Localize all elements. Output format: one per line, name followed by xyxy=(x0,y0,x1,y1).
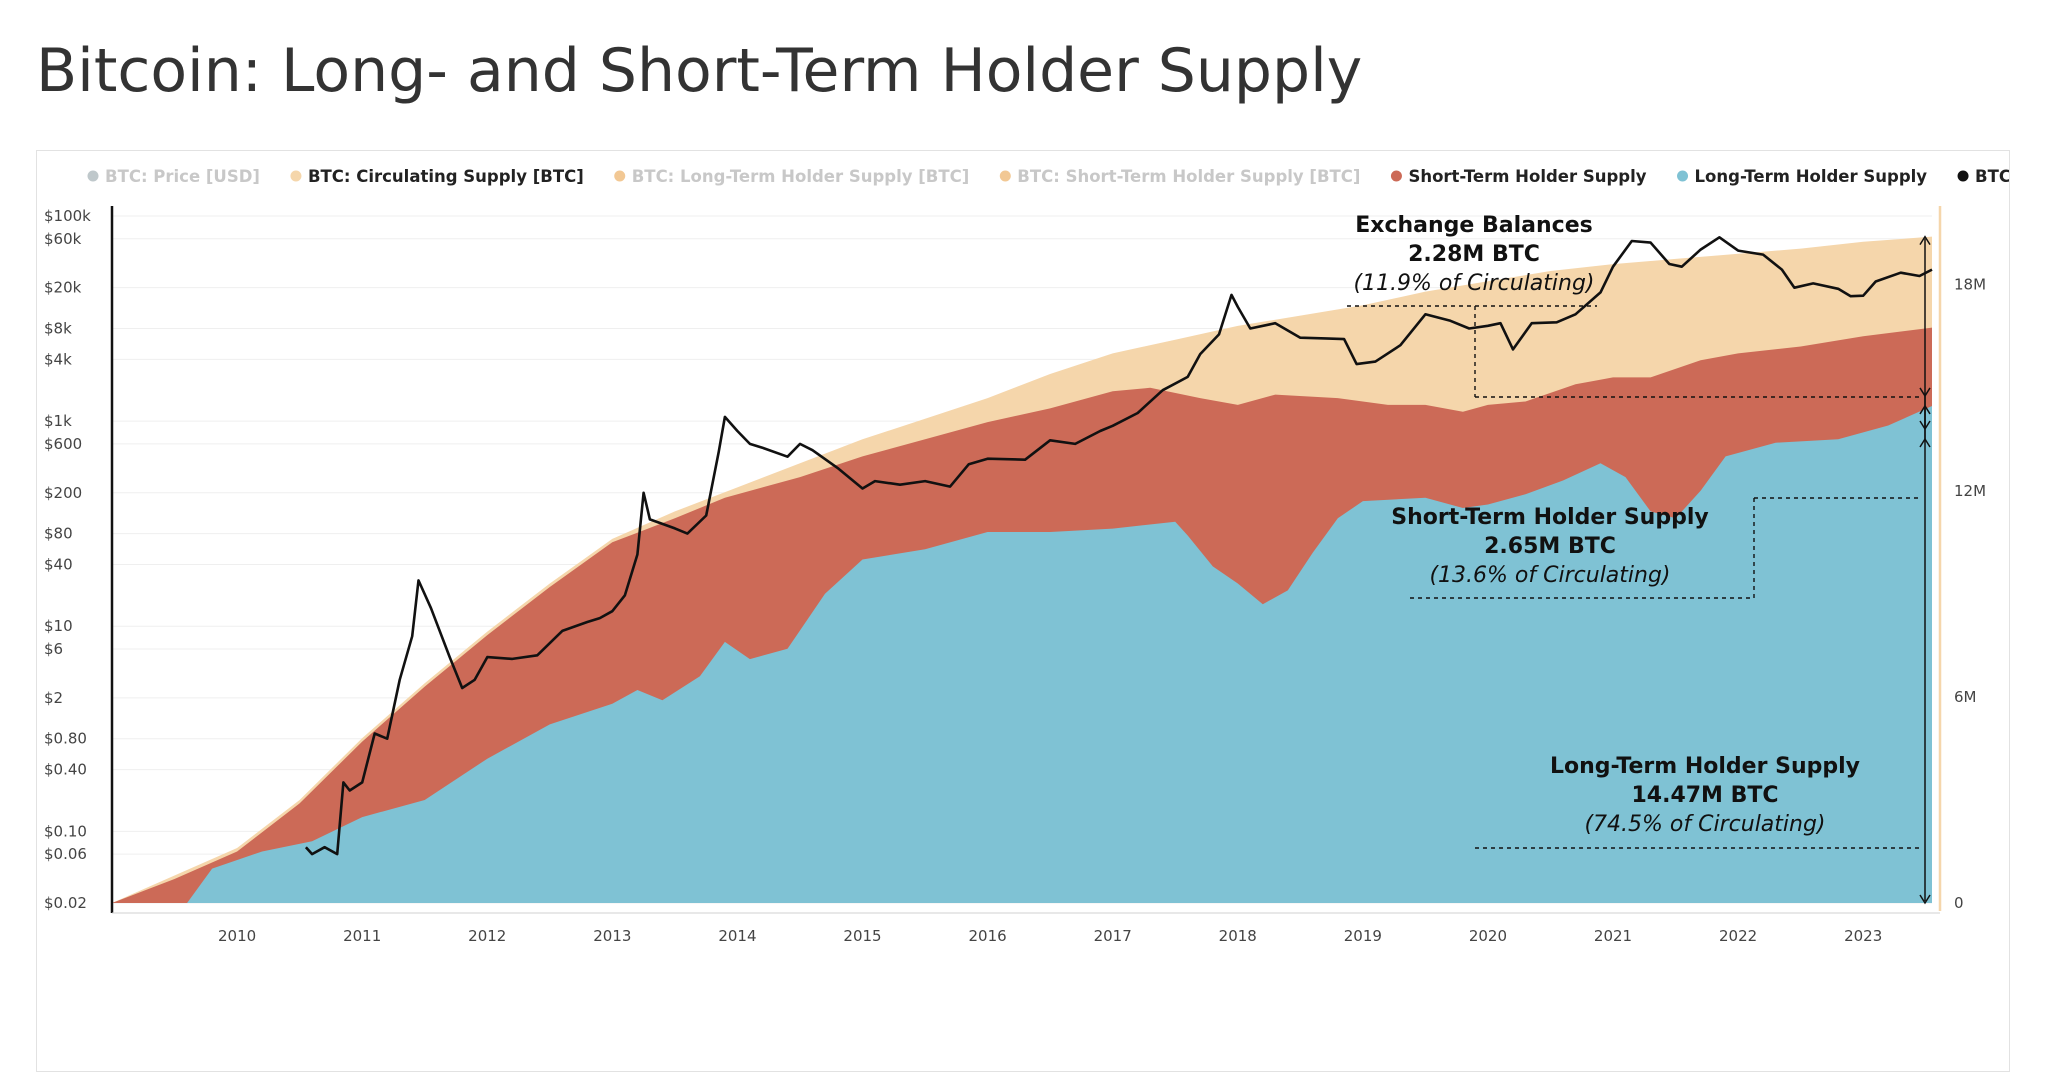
legend-label: BTC: Price [USD] xyxy=(1975,167,2009,186)
legend-label: BTC: Price [USD] xyxy=(105,167,260,186)
x-tick-label: 2013 xyxy=(593,927,631,945)
legend-marker xyxy=(87,170,99,182)
y-tick-label: $1k xyxy=(44,412,72,430)
y-tick-label: $60k xyxy=(44,230,82,248)
legend-item[interactable]: Long-Term Holder Supply xyxy=(1677,167,1927,186)
x-tick-label: 2018 xyxy=(1219,927,1257,945)
x-tick-label: 2016 xyxy=(969,927,1007,945)
sth-annotation-title: Short-Term Holder Supply xyxy=(1391,505,1708,530)
y2-tick-label: 12M xyxy=(1954,482,1986,500)
chart-panel: BTC: Price [USD] BTC: Circulating Supply … xyxy=(36,150,2010,1072)
exchange-annotation-value: 2.28M BTC xyxy=(1408,242,1540,267)
lth-annotation-title: Long-Term Holder Supply xyxy=(1550,754,1860,779)
legend: BTC: Price [USD] BTC: Circulating Supply … xyxy=(87,167,2009,186)
legend-item[interactable]: BTC: Short-Term Holder Supply [BTC] xyxy=(999,167,1361,186)
y-tick-label: $20k xyxy=(44,279,82,297)
lth-annotation-note: (74.5% of Circulating) xyxy=(1584,812,1825,837)
x-tick-label: 2012 xyxy=(468,927,506,945)
legend-marker xyxy=(1390,170,1402,182)
y-tick-label: $40 xyxy=(44,555,73,573)
y2-tick-label: 0 xyxy=(1954,894,1964,912)
y-tick-label: $0.40 xyxy=(44,761,87,779)
y-tick-label: $4k xyxy=(44,350,72,368)
legend-label: BTC: Long-Term Holder Supply [BTC] xyxy=(632,167,970,186)
y-tick-label: $200 xyxy=(44,484,82,502)
legend-label: Long-Term Holder Supply xyxy=(1695,167,1928,186)
legend-item[interactable]: BTC: Circulating Supply [BTC] xyxy=(290,167,584,186)
price-line xyxy=(304,236,1933,856)
range-arrow-head xyxy=(1919,404,1931,415)
y-tick-label: $0.02 xyxy=(44,894,87,912)
legend-item[interactable]: BTC: Long-Term Holder Supply [BTC] xyxy=(614,167,969,186)
y2-tick-label: 18M xyxy=(1954,276,1986,294)
chart: BTC: Price [USD] BTC: Circulating Supply … xyxy=(44,167,2009,945)
long-term-holder-area xyxy=(112,406,1932,903)
sth-annotation-value: 2.65M BTC xyxy=(1484,534,1616,559)
legend-label: Short-Term Holder Supply xyxy=(1408,167,1646,186)
legend-marker xyxy=(614,170,626,182)
x-tick-label: 2019 xyxy=(1344,927,1382,945)
range-arrow-head xyxy=(1919,387,1931,398)
legend-item[interactable]: Short-Term Holder Supply xyxy=(1390,167,1647,186)
x-tick-label: 2017 xyxy=(1094,927,1132,945)
y-tick-label: $80 xyxy=(44,525,73,543)
y-tick-label: $600 xyxy=(44,435,82,453)
x-tick-label: 2010 xyxy=(218,927,256,945)
exchange-annotation-title: Exchange Balances xyxy=(1355,213,1592,238)
range-arrow-head xyxy=(1919,894,1931,905)
lth-annotation-value: 14.47M BTC xyxy=(1631,783,1778,808)
x-tick-label: 2015 xyxy=(843,927,881,945)
x-tick-label: 2020 xyxy=(1469,927,1507,945)
y-tick-label: $0.06 xyxy=(44,845,87,863)
x-tick-label: 2022 xyxy=(1719,927,1757,945)
y-tick-label: $100k xyxy=(44,207,91,225)
x-tick-label: 2023 xyxy=(1844,927,1882,945)
y-tick-label: $0.80 xyxy=(44,730,87,748)
legend-label: BTC: Circulating Supply [BTC] xyxy=(308,167,584,186)
y-tick-label: $2 xyxy=(44,689,63,707)
legend-marker xyxy=(1957,170,1969,182)
legend-marker xyxy=(1677,170,1689,182)
page-title: Bitcoin: Long- and Short-Term Holder Sup… xyxy=(36,36,1363,106)
legend-item[interactable]: BTC: Price [USD] xyxy=(1957,167,2009,186)
legend-item[interactable]: BTC: Price [USD] xyxy=(87,167,260,186)
x-tick-label: 2014 xyxy=(718,927,756,945)
legend-label: BTC: Short-Term Holder Supply [BTC] xyxy=(1017,167,1360,186)
legend-marker xyxy=(290,170,302,182)
y-tick-label: $6 xyxy=(44,640,63,658)
x-tick-label: 2011 xyxy=(343,927,381,945)
legend-marker xyxy=(999,170,1011,182)
y-tick-label: $10 xyxy=(44,617,73,635)
exchange-annotation-note: (11.9% of Circulating) xyxy=(1353,271,1594,296)
y-tick-label: $0.10 xyxy=(44,822,87,840)
y-tick-label: $8k xyxy=(44,319,72,337)
x-tick-label: 2021 xyxy=(1594,927,1632,945)
sth-annotation-note: (13.6% of Circulating) xyxy=(1429,563,1670,588)
range-arrow-head xyxy=(1919,235,1931,246)
y2-tick-label: 6M xyxy=(1954,688,1977,706)
